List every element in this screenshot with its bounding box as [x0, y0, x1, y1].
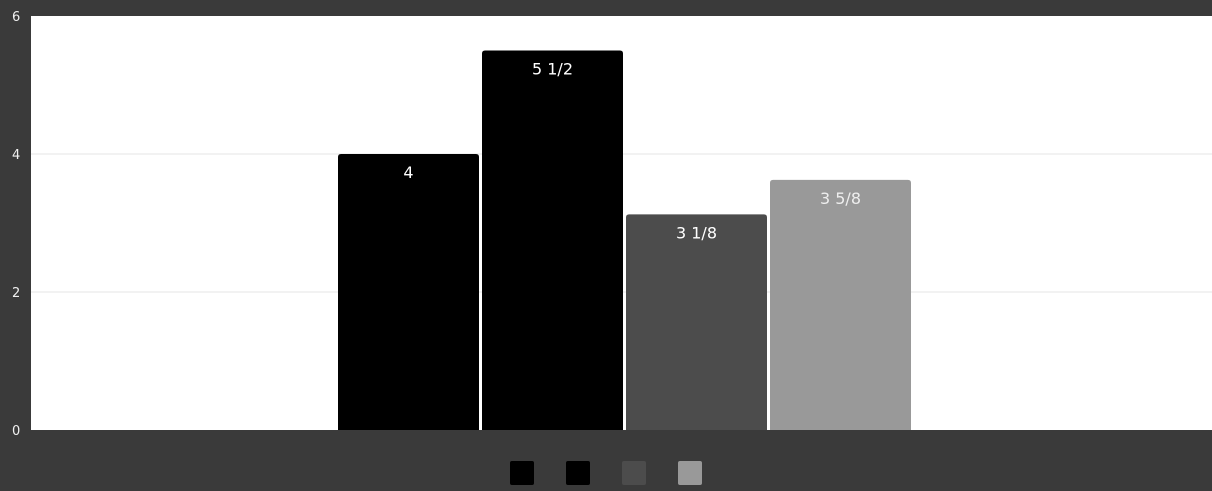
legend-swatch	[678, 461, 702, 485]
y-tick-label: 2	[12, 286, 20, 301]
legend-swatch	[566, 461, 590, 485]
legend-swatch	[622, 461, 646, 485]
y-tick-label: 6	[12, 10, 20, 25]
y-tick-label: 0	[12, 424, 20, 439]
bar-data-label: 3 5/8	[820, 189, 861, 208]
bar	[482, 50, 623, 430]
bar-data-label: 3 1/8	[676, 223, 717, 242]
bar	[626, 214, 767, 430]
y-tick-label: 4	[12, 148, 20, 163]
bar	[770, 179, 911, 430]
bar-data-label: 4	[403, 163, 413, 182]
bar-data-label: 5 1/2	[532, 60, 573, 79]
legend-swatch	[510, 461, 534, 485]
bar	[338, 154, 479, 430]
